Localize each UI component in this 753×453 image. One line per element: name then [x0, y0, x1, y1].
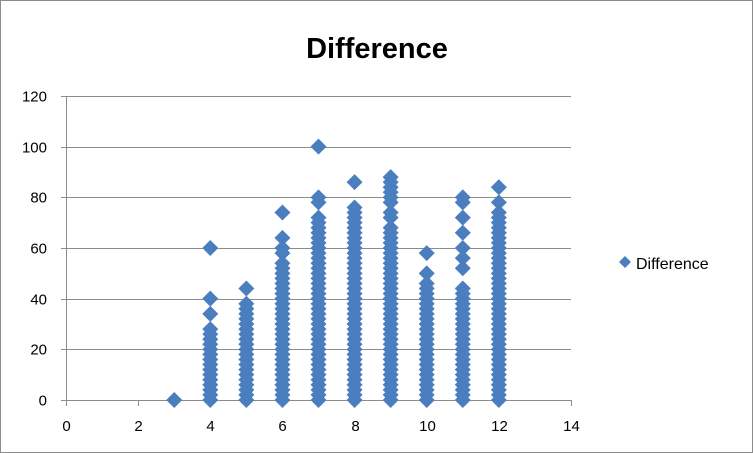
x-tick-label: 2 [134, 418, 142, 435]
data-point [310, 189, 327, 206]
y-tick-label: 40 [30, 292, 47, 309]
x-tick-label: 4 [206, 418, 214, 435]
data-point [346, 199, 363, 216]
legend-label: Difference [636, 256, 709, 273]
data-point [166, 392, 183, 408]
data-point [346, 174, 363, 191]
data-point [202, 290, 219, 307]
chart-title: Difference [306, 33, 448, 65]
data-point [490, 204, 507, 221]
legend: Difference [619, 256, 709, 273]
data-point [310, 138, 327, 155]
y-axis-tick-labels: 0 20 40 60 80 100 120 [22, 89, 47, 410]
data-point [418, 265, 435, 282]
data-point [418, 275, 435, 292]
data-points [166, 138, 507, 408]
x-tick-label: 8 [351, 418, 359, 435]
data-point [238, 295, 255, 312]
y-tick-label: 120 [22, 89, 47, 106]
data-point [454, 209, 471, 226]
data-point [454, 250, 471, 267]
data-point [418, 245, 435, 262]
data-point [274, 204, 291, 221]
data-point [490, 179, 507, 196]
legend-marker-diamond-icon [619, 256, 631, 268]
x-axis-tick-labels: 0 2 4 6 8 10 12 14 [62, 418, 580, 435]
data-point [454, 280, 471, 297]
data-point [382, 204, 399, 221]
y-tick-label: 20 [30, 342, 47, 359]
y-tick-label: 80 [30, 190, 47, 207]
x-tick-label: 14 [563, 418, 580, 435]
x-tick-label: 6 [278, 418, 286, 435]
data-point [274, 255, 291, 272]
data-point [202, 240, 219, 256]
x-tick-label: 0 [62, 418, 70, 435]
data-point [310, 209, 327, 226]
data-point [238, 280, 255, 297]
data-point [202, 321, 219, 338]
data-point [454, 224, 471, 241]
y-tick-label: 60 [30, 241, 47, 258]
data-point [454, 189, 471, 206]
data-point [274, 240, 291, 256]
data-point [454, 240, 471, 256]
y-tick-label: 100 [22, 140, 47, 157]
data-point [274, 229, 291, 246]
x-tick-label: 10 [419, 418, 436, 435]
data-point [382, 169, 399, 186]
y-tick-label: 0 [39, 393, 47, 410]
x-tick-label: 12 [491, 418, 508, 435]
data-point [454, 260, 471, 277]
data-point [382, 219, 399, 236]
data-point [490, 194, 507, 211]
data-point [202, 305, 219, 322]
